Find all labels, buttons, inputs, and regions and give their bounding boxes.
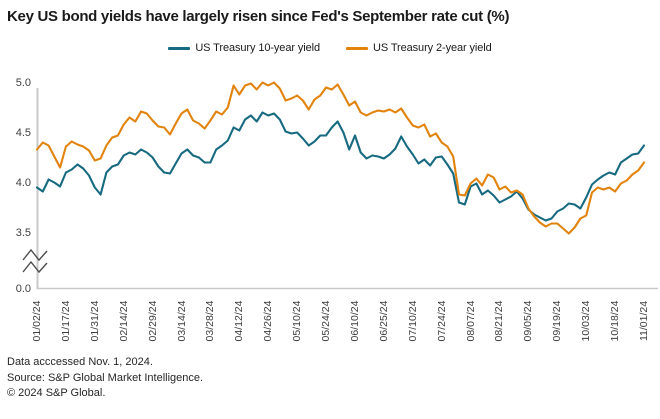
x-axis-tick-label: 01/31/24	[88, 300, 101, 342]
x-axis-tick-label: 10/03/24	[580, 300, 593, 342]
series-line-10-year	[35, 111, 646, 222]
x-axis-tick-label: 03/28/24	[204, 300, 217, 342]
x-axis-tick-label: 02/29/24	[146, 300, 159, 342]
footer-source: Source: S&P Global Market Intelligence.	[7, 371, 204, 384]
x-axis-tick-label: 04/26/24	[262, 300, 275, 342]
x-axis-tick-label: 05/10/24	[291, 300, 304, 342]
x-axis-tick-label: 07/24/24	[435, 300, 448, 342]
y-axis-tick-label: 3.5	[15, 226, 31, 239]
x-axis-tick-label: 08/07/24	[464, 300, 477, 342]
line-swatch-10-year-icon	[168, 46, 191, 50]
x-axis-tick-label: 06/10/24	[348, 300, 361, 342]
x-axis-tick-label: 10/18/24	[609, 300, 622, 342]
x-axis-tick-label: 07/10/24	[406, 300, 419, 342]
footer-notes: Data acccessed Nov. 1, 2024. Source: S&P…	[7, 355, 203, 402]
y-axis-tick-label: 5.0	[15, 76, 31, 89]
legend-item-2-year: US Treasury 2-year yield	[346, 42, 492, 54]
legend-label-10-year: US Treasury 10-year yield	[195, 42, 320, 54]
legend-label-2-year: US Treasury 2-year yield	[373, 42, 492, 54]
x-axis-tick-label: 09/05/24	[522, 300, 535, 342]
x-axis-tick-label: 05/24/24	[320, 300, 333, 342]
legend-item-10-year: US Treasury 10-year yield	[168, 42, 320, 54]
x-axis-tick-label: 04/12/24	[233, 300, 246, 342]
chart-title: Key US bond yields have largely risen si…	[7, 8, 510, 25]
x-axis-tick-label: 01/02/24	[31, 300, 43, 342]
x-axis-tick-label: 06/25/24	[377, 300, 390, 342]
axis-break-icon	[22, 248, 48, 262]
x-axis-tick-label: 03/14/24	[175, 300, 188, 342]
chart-legend: US Treasury 10-year yield US Treasury 2-…	[0, 42, 660, 54]
line-swatch-2-year-icon	[346, 46, 368, 50]
y-axis-tick-label: 0.0	[15, 282, 31, 295]
y-axis-tick-label: 4.5	[15, 126, 31, 139]
x-axis-tick-label: 08/21/24	[493, 300, 506, 342]
footer-data-accessed: Data acccessed Nov. 1, 2024.	[7, 356, 153, 368]
series-line-2-year	[35, 81, 646, 235]
x-axis-tick-label: 09/19/24	[551, 300, 564, 342]
x-axis-tick-label: 11/01/24	[638, 300, 650, 342]
y-axis-tick-label: 4.0	[15, 176, 31, 189]
x-axis-tick-label: 01/17/24	[59, 300, 72, 342]
axis-break-icon	[22, 260, 48, 274]
x-axis-tick-label: 02/14/24	[117, 300, 130, 342]
footer-copyright: © 2024 S&P Global.	[7, 387, 106, 399]
